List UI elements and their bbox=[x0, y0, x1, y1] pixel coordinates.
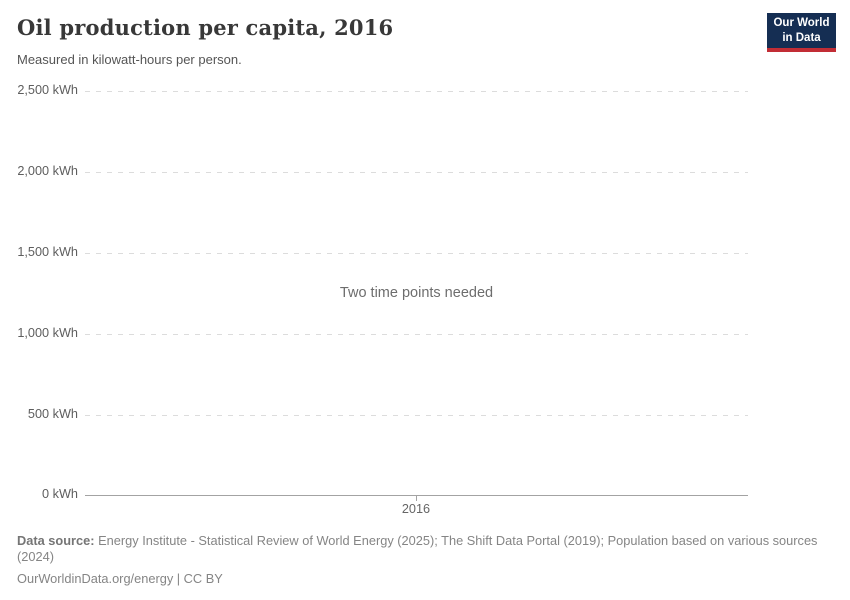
y-axis-tick-label: 2,000 kWh bbox=[17, 164, 78, 178]
gridline bbox=[85, 415, 748, 416]
data-source-text: Energy Institute - Statistical Review of… bbox=[17, 533, 818, 564]
data-source-line: Data source: Energy Institute - Statisti… bbox=[17, 533, 829, 565]
chart-empty-message: Two time points needed bbox=[339, 285, 494, 301]
owid-logo-line2: in Data bbox=[782, 31, 821, 44]
gridline bbox=[85, 91, 748, 92]
owid-logo: Our World in Data bbox=[767, 13, 836, 52]
gridline bbox=[85, 334, 748, 335]
y-axis-tick-label: 1,000 kWh bbox=[17, 326, 78, 340]
gridline bbox=[85, 253, 748, 254]
x-axis-tick-mark bbox=[416, 495, 417, 501]
chart-plot-area: 2,500 kWh 2,000 kWh 1,500 kWh 1,000 kWh … bbox=[17, 83, 748, 516]
chart-footer: Data source: Energy Institute - Statisti… bbox=[17, 533, 829, 587]
citation-line[interactable]: OurWorldinData.org/energy | CC BY bbox=[17, 570, 223, 586]
data-source-label: Data source: bbox=[17, 533, 95, 548]
chart-subtitle: Measured in kilowatt-hours per person. bbox=[17, 52, 242, 67]
y-axis-tick-label: 2,500 kWh bbox=[17, 83, 78, 97]
gridline bbox=[85, 172, 748, 173]
page-title: Oil production per capita, 2016 bbox=[17, 15, 394, 40]
x-axis-tick-label: 2016 bbox=[401, 502, 431, 516]
y-axis-tick-label: 0 kWh bbox=[42, 487, 78, 501]
y-axis-tick-label: 1,500 kWh bbox=[17, 245, 78, 259]
y-axis-tick-label: 500 kWh bbox=[27, 407, 78, 421]
owid-logo-line1: Our World bbox=[773, 17, 830, 30]
